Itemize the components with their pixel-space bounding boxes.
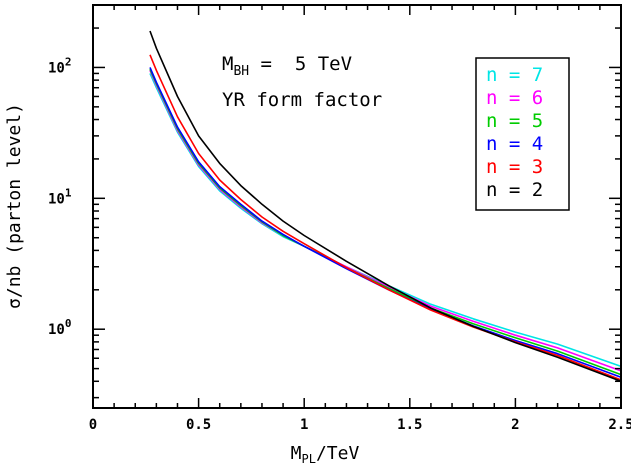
x-axis-label: MPL/TeV	[291, 443, 360, 466]
annotation-mbh: MBH = 5 TeV	[222, 53, 352, 79]
y-axis-label: σ/nb (parton level)	[4, 103, 25, 309]
legend: n = 7n = 6n = 5n = 4n = 3n = 2	[486, 64, 543, 201]
x-tick-label: 2.5	[608, 417, 631, 433]
y-tick-label: 102	[48, 55, 71, 76]
series-line-n4	[149, 67, 622, 378]
y-tick-label: 101	[48, 186, 72, 207]
x-tick-label: 0.5	[186, 417, 211, 433]
x-tick-label: 2	[511, 417, 519, 433]
legend-box	[475, 57, 570, 211]
series-line-n2	[149, 30, 622, 383]
x-tick-label: 1.5	[397, 417, 422, 433]
legend-entry: n = 3	[486, 156, 543, 178]
series-lines	[149, 30, 622, 383]
x-tick-label: 1	[300, 417, 308, 433]
x-tick-labels: 0 0.5 1 1.5 2 2.5	[89, 417, 631, 433]
legend-entry: n = 6	[486, 87, 543, 109]
axis-ticks	[92, 4, 622, 408]
x-tick-label: 0	[89, 417, 97, 433]
annotation-form-factor: YR form factor	[222, 89, 382, 111]
y-tick-labels: 100 101 102	[48, 55, 72, 338]
legend-entry: n = 5	[486, 110, 543, 132]
plot-frame	[92, 4, 622, 409]
y-tick-label: 100	[48, 317, 71, 338]
legend-entry: n = 2	[486, 179, 543, 201]
legend-entry: n = 7	[486, 64, 543, 86]
legend-entry: n = 4	[486, 133, 543, 155]
